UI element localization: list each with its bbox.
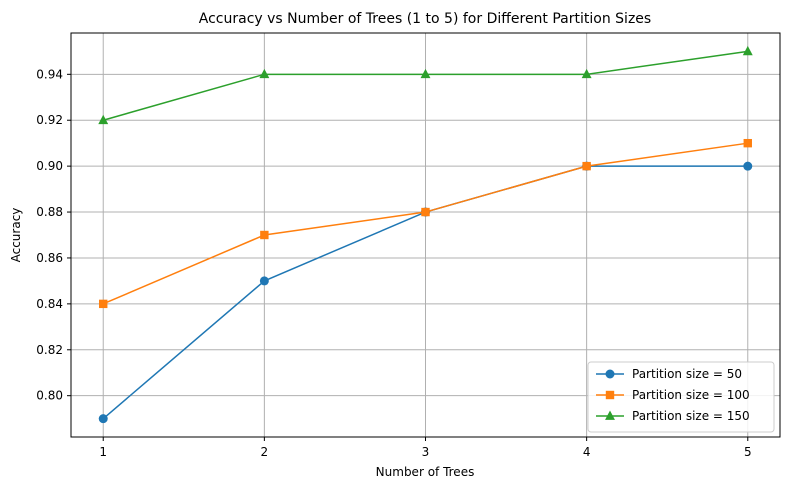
data-point xyxy=(420,68,431,79)
y-tick-label: 0.84 xyxy=(36,297,63,311)
data-point xyxy=(259,276,269,286)
legend-marker xyxy=(605,390,615,400)
data-point xyxy=(742,45,753,56)
data-point xyxy=(582,161,591,171)
y-tick-label: 0.90 xyxy=(36,159,63,173)
legend-marker xyxy=(605,369,615,379)
series-group xyxy=(98,45,753,424)
y-axis-label: Accuracy xyxy=(9,208,23,263)
x-axis-label: Number of Trees xyxy=(376,465,475,479)
series-2 xyxy=(99,138,752,309)
x-tick-label: 5 xyxy=(744,445,752,459)
x-tick-label: 2 xyxy=(261,445,269,459)
data-point xyxy=(421,207,430,217)
legend: Partition size = 50 Partition size = 100 P… xyxy=(587,361,775,433)
legend-item: Partition size = 100 xyxy=(596,388,750,402)
data-point xyxy=(581,68,592,79)
y-tick-label: 0.88 xyxy=(36,205,63,219)
legend-label: Partition size = 150 xyxy=(632,409,750,423)
data-point xyxy=(99,299,108,309)
series-3 xyxy=(98,45,753,125)
data-point xyxy=(259,68,270,79)
y-tick-label: 0.82 xyxy=(36,343,63,357)
axis-ticks: 1 2 3 4 5 0.80 0.82 0.84 0.86 0.88 0.90 0.92 0.94 xyxy=(36,67,751,459)
legend-marker xyxy=(605,410,615,420)
data-point xyxy=(98,114,109,125)
y-tick-label: 0.80 xyxy=(36,389,63,403)
legend-label: Partition size = 50 xyxy=(632,367,742,381)
x-tick-label: 3 xyxy=(422,445,430,459)
chart-title: Accuracy vs Number of Trees (1 to 5) for… xyxy=(199,11,651,27)
y-tick-label: 0.92 xyxy=(36,113,63,127)
data-point xyxy=(98,414,108,424)
legend-item: Partition size = 50 xyxy=(596,367,742,381)
x-tick-label: 1 xyxy=(99,445,107,459)
y-tick-label: 0.86 xyxy=(36,251,63,265)
data-point xyxy=(743,138,752,148)
legend-box xyxy=(587,361,775,433)
data-point xyxy=(260,230,269,240)
x-tick-label: 4 xyxy=(583,445,591,459)
legend-item: Partition size = 150 xyxy=(596,409,750,423)
legend-label: Partition size = 100 xyxy=(632,388,750,402)
y-tick-label: 0.94 xyxy=(36,67,63,81)
data-point xyxy=(743,161,753,171)
